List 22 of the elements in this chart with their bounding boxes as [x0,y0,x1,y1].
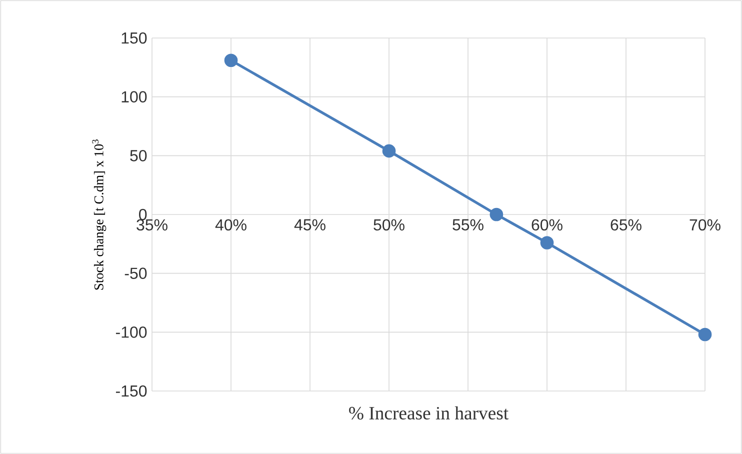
y-tick-label: -100 [116,326,147,338]
x-tick-label: 60% [532,219,562,231]
x-tick-label: 50% [374,219,404,231]
y-tick-label: -50 [124,268,147,279]
x-tick-label: 40% [215,219,246,231]
point [698,328,712,342]
y-axis-title: Stock change [t C.dm] x 10$^{3}$ [92,140,106,290]
y-tick-label: 50 [130,150,147,162]
y-tick-label: -150 [116,385,147,397]
point [224,54,238,68]
x-tick-label: 45% [294,219,326,230]
point [540,236,554,250]
x-tick-label: 35% [136,219,168,231]
y-tick-label: 0 [139,208,147,220]
point [490,208,504,222]
y-tick-label: 150 [122,32,147,44]
y-tick-label: 100 [122,91,147,102]
x-tick-label: 65% [610,219,642,231]
x-axis-title: % Increase in harvest [349,406,508,420]
point [382,144,396,158]
x-tick-label: 70% [690,219,720,231]
x-tick-label: 55% [452,219,484,230]
